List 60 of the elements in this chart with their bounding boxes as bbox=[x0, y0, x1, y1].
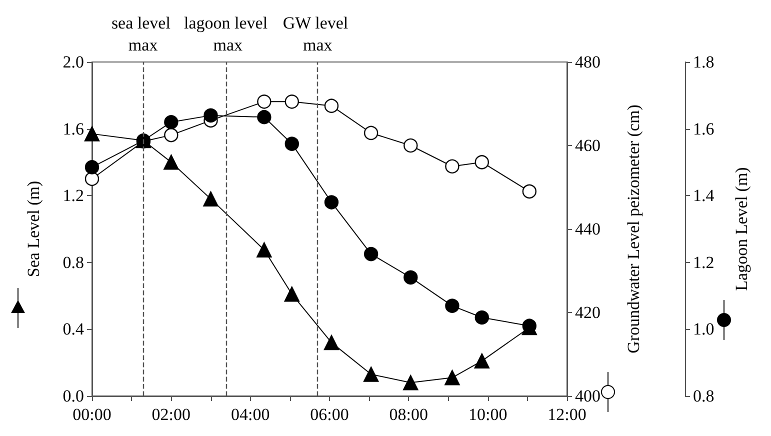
point bbox=[164, 128, 178, 142]
point bbox=[404, 138, 418, 153]
point bbox=[284, 136, 299, 151]
point bbox=[445, 298, 460, 313]
y-tick-label: 1.6 bbox=[62, 119, 84, 138]
y-tick-label: 2.0 bbox=[62, 52, 84, 72]
ref-line-label: sea level max bbox=[111, 14, 175, 54]
x-tick-label: 04:00 bbox=[230, 405, 270, 424]
point bbox=[474, 310, 489, 325]
point bbox=[164, 154, 179, 170]
point bbox=[203, 191, 218, 207]
point bbox=[257, 110, 272, 124]
point bbox=[522, 184, 536, 199]
y-tick-label: 0.4 bbox=[62, 320, 84, 339]
point bbox=[444, 370, 460, 386]
point bbox=[257, 94, 272, 109]
point bbox=[474, 353, 490, 369]
point bbox=[324, 98, 339, 113]
point bbox=[84, 126, 100, 142]
x-tick-label: 06:00 bbox=[310, 405, 349, 424]
y2-tick-label: 460 bbox=[575, 136, 600, 155]
point bbox=[324, 334, 340, 350]
point bbox=[363, 366, 379, 382]
point bbox=[364, 246, 378, 262]
y2-tick-label: 400 bbox=[575, 386, 600, 406]
y3-axis-title: Lagoon Level (m) bbox=[732, 167, 751, 291]
x-tick-label: 10:00 bbox=[468, 405, 508, 424]
y2-tick-label: 480 bbox=[575, 52, 600, 72]
y3-tick-label: 1.4 bbox=[693, 186, 715, 206]
y3-tick-label: 0.8 bbox=[693, 386, 714, 406]
point bbox=[284, 94, 299, 109]
x-tick-label: 08:00 bbox=[389, 405, 428, 424]
point bbox=[84, 160, 100, 174]
x-tick-label: 12:00 bbox=[548, 405, 586, 424]
point bbox=[445, 159, 460, 174]
y-axis-title: Sea Level (m) bbox=[24, 180, 43, 278]
y-tick-label: 0.0 bbox=[62, 386, 84, 406]
y3-tick-label: 1.0 bbox=[693, 320, 714, 339]
point bbox=[256, 242, 272, 258]
point bbox=[324, 195, 339, 210]
ref-line-label: GW level max bbox=[282, 14, 352, 54]
y2-axis-title: Groundwater Level peizometer (cm) bbox=[624, 104, 643, 354]
point bbox=[404, 270, 418, 285]
y2-tick-label: 420 bbox=[575, 303, 600, 322]
y3-tick-label: 1.8 bbox=[693, 52, 714, 72]
y-tick-label: 0.8 bbox=[62, 252, 84, 272]
x-tick-label: 00:00 bbox=[72, 405, 112, 424]
y3-tick-label: 1.2 bbox=[693, 252, 714, 272]
y-tick-label: 1.2 bbox=[62, 186, 84, 206]
point bbox=[364, 126, 378, 140]
point bbox=[284, 286, 300, 302]
point bbox=[84, 172, 100, 186]
ref-line-label: lagoon level max bbox=[184, 14, 268, 54]
x-tick-label: 02:00 bbox=[152, 405, 191, 424]
point bbox=[164, 115, 178, 130]
y3-tick-label: 1.6 bbox=[693, 119, 714, 138]
point bbox=[204, 108, 218, 123]
y2-tick-label: 440 bbox=[575, 220, 600, 238]
point bbox=[403, 375, 418, 390]
point bbox=[474, 155, 489, 170]
